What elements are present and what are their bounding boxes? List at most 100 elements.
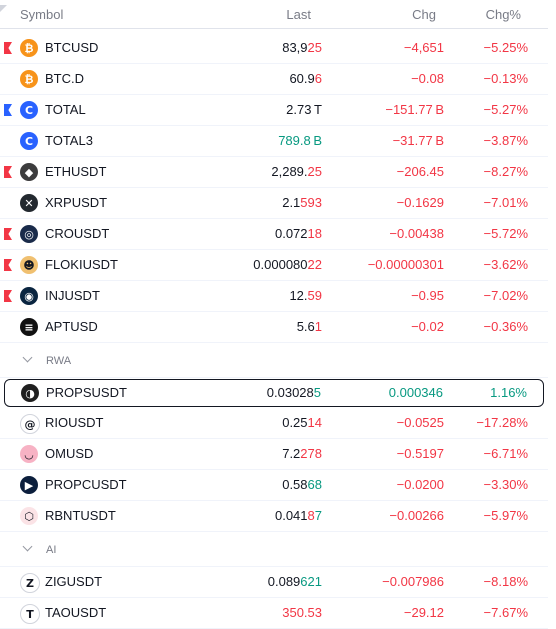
symbol-label[interactable]: PROPSUSDT bbox=[46, 385, 127, 400]
watchlist-row[interactable]: ◑ PROPSUSDT 0.030285 0.000346 1.16% bbox=[4, 379, 544, 407]
change-percent: −5.97% bbox=[483, 508, 528, 523]
change-value: −0.95 bbox=[411, 288, 444, 303]
flag-column-icon[interactable] bbox=[0, 5, 7, 12]
last-price-tail: 350.53 bbox=[282, 605, 322, 620]
change-value: −4,651 bbox=[403, 40, 444, 55]
watchlist-row[interactable]: @ RIOUSDT 0.2514 −0.0525 −17.28% bbox=[0, 408, 548, 439]
watchlist-row[interactable]: ₿ BTCUSD 83,925 −4,651 −5.25% bbox=[0, 33, 548, 64]
last-price-tail: 22 bbox=[307, 257, 322, 272]
cronos-icon: ◎ bbox=[20, 225, 38, 243]
column-header-last[interactable]: Last bbox=[286, 7, 311, 22]
symbol-label[interactable]: PROPCUSDT bbox=[45, 477, 127, 492]
props-icon: ◑ bbox=[21, 384, 39, 402]
change-value: −0.00000301 bbox=[367, 257, 444, 272]
flag-icon[interactable] bbox=[4, 290, 12, 302]
last-price: 60.96 bbox=[289, 71, 322, 86]
last-price: 0.030285 bbox=[267, 385, 321, 400]
last-price: 789.8 B bbox=[278, 133, 322, 148]
watchlist-list: ₿ BTCUSD 83,925 −4,651 −5.25% ₿ BTC.D 60.96 −0.0… bbox=[0, 33, 548, 629]
symbol-label[interactable]: BTCUSD bbox=[45, 40, 99, 55]
watchlist-row[interactable]: ✕ XRPUSDT 2.1593 −0.1629 −7.01% bbox=[0, 188, 548, 219]
change-value: −0.08 bbox=[411, 71, 444, 86]
change-value: −0.00266 bbox=[389, 508, 444, 523]
watchlist-row[interactable]: Z ZIGUSDT 0.089621 −0.007986 −8.18% bbox=[0, 567, 548, 598]
last-price-tail: 18 bbox=[307, 226, 322, 241]
change-percent: −5.72% bbox=[483, 226, 528, 241]
watchlist-row[interactable]: ◆ ETHUSDT 2,289.25 −206.45 −8.27% bbox=[0, 157, 548, 188]
symbol-label[interactable]: RBNTUSDT bbox=[45, 508, 116, 523]
symbol-label[interactable]: FLOKIUSDT bbox=[45, 257, 118, 272]
symbol-label[interactable]: CROUSDT bbox=[45, 226, 110, 241]
section-header[interactable]: AI bbox=[0, 532, 548, 567]
last-price-main: 789.8 B bbox=[278, 133, 322, 148]
chevron-down-icon[interactable] bbox=[22, 541, 33, 552]
change-value: −0.1629 bbox=[396, 195, 444, 210]
symbol-label[interactable]: TOTAL bbox=[45, 102, 86, 117]
watchlist-row[interactable]: C TOTAL3 789.8 B −31.77 B −3.87% bbox=[0, 126, 548, 157]
watchlist-row[interactable]: ≡ APTUSD 5.61 −0.02 −0.36% bbox=[0, 312, 548, 343]
symbol-label[interactable]: RIOUSDT bbox=[45, 415, 104, 430]
change-value: −0.00438 bbox=[389, 226, 444, 241]
change-value: −0.5197 bbox=[396, 446, 444, 461]
last-price: 83,925 bbox=[282, 40, 322, 55]
last-price-tail: 25 bbox=[307, 40, 322, 55]
symbol-label[interactable]: ZIGUSDT bbox=[45, 574, 103, 589]
last-price-tail: 6 bbox=[314, 71, 322, 86]
watchlist-row[interactable]: ◡ OMUSD 7.2278 −0.5197 −6.71% bbox=[0, 439, 548, 470]
watchlist-row[interactable]: ₿ BTC.D 60.96 −0.08 −0.13% bbox=[0, 64, 548, 95]
last-price-tail: 14 bbox=[307, 415, 322, 430]
watchlist-row[interactable]: ▶ PROPCUSDT 0.5868 −0.0200 −3.30% bbox=[0, 470, 548, 501]
last-price-tail: 68 bbox=[307, 477, 322, 492]
last-price-main: 60.9 bbox=[289, 71, 315, 86]
flag-icon[interactable] bbox=[4, 104, 12, 116]
watchlist-row[interactable]: C TOTAL 2.73 T −151.77 B −5.27% bbox=[0, 95, 548, 126]
last-price-main: 2,289. bbox=[271, 164, 308, 179]
watchlist-row[interactable]: ◎ CROUSDT 0.07218 −0.00438 −5.72% bbox=[0, 219, 548, 250]
flag-icon[interactable] bbox=[4, 166, 12, 178]
change-percent: −7.01% bbox=[483, 195, 528, 210]
watchlist-row[interactable]: ⬡ RBNTUSDT 0.04187 −0.00266 −5.97% bbox=[0, 501, 548, 532]
section-label: AI bbox=[46, 544, 57, 556]
last-price-tail: 621 bbox=[300, 574, 322, 589]
symbol-label[interactable]: ETHUSDT bbox=[45, 164, 107, 179]
flag-icon[interactable] bbox=[4, 42, 12, 54]
change-percent: −3.87% bbox=[483, 133, 528, 148]
watchlist-header: Symbol Last Chg Chg% bbox=[0, 0, 548, 29]
last-price: 2.1593 bbox=[282, 195, 322, 210]
column-header-chg[interactable]: Chg bbox=[412, 7, 436, 22]
symbol-label[interactable]: TOTAL3 bbox=[45, 133, 93, 148]
last-price-main: 0.58 bbox=[282, 477, 308, 492]
symbol-label[interactable]: OMUSD bbox=[45, 446, 94, 461]
change-percent: −3.62% bbox=[483, 257, 528, 272]
watchlist-row[interactable]: ☻ FLOKIUSDT 0.00008022 −0.00000301 −3.62% bbox=[0, 250, 548, 281]
symbol-label[interactable]: XRPUSDT bbox=[45, 195, 108, 210]
last-price: 350.53 bbox=[282, 605, 322, 620]
watchlist-row[interactable]: T TAOUSDT 350.53 −29.12 −7.67% bbox=[0, 598, 548, 629]
column-header-symbol[interactable]: Symbol bbox=[20, 7, 64, 22]
symbol-label[interactable]: BTC.D bbox=[45, 71, 84, 86]
last-price: 2,289.25 bbox=[271, 164, 322, 179]
flag-icon[interactable] bbox=[4, 228, 12, 240]
symbol-label[interactable]: APTUSD bbox=[45, 319, 98, 334]
change-percent: −7.02% bbox=[483, 288, 528, 303]
chevron-down-icon[interactable] bbox=[22, 352, 33, 363]
total-market-icon: C bbox=[20, 101, 38, 119]
column-header-chg-percent[interactable]: Chg% bbox=[485, 7, 521, 22]
last-price-tail: T bbox=[311, 102, 322, 117]
change-percent: −7.67% bbox=[483, 605, 528, 620]
watchlist-row[interactable]: ◉ INJUSDT 12.59 −0.95 −7.02% bbox=[0, 281, 548, 312]
last-price-main: 0.041 bbox=[274, 508, 308, 523]
change-value: −0.007986 bbox=[382, 574, 444, 589]
flag-icon[interactable] bbox=[4, 259, 12, 271]
section-header[interactable]: RWA bbox=[0, 343, 548, 378]
last-price: 2.73 T bbox=[286, 102, 322, 117]
section-label: RWA bbox=[46, 355, 72, 367]
change-percent: −17.28% bbox=[476, 415, 528, 430]
last-price: 0.07218 bbox=[275, 226, 322, 241]
symbol-label[interactable]: TAOUSDT bbox=[45, 605, 107, 620]
symbol-label[interactable]: INJUSDT bbox=[45, 288, 100, 303]
last-price-main: 0.000080 bbox=[253, 257, 308, 272]
last-price-tail: 25 bbox=[307, 164, 322, 179]
last-price: 5.61 bbox=[297, 319, 322, 334]
change-value: −29.12 bbox=[403, 605, 444, 620]
